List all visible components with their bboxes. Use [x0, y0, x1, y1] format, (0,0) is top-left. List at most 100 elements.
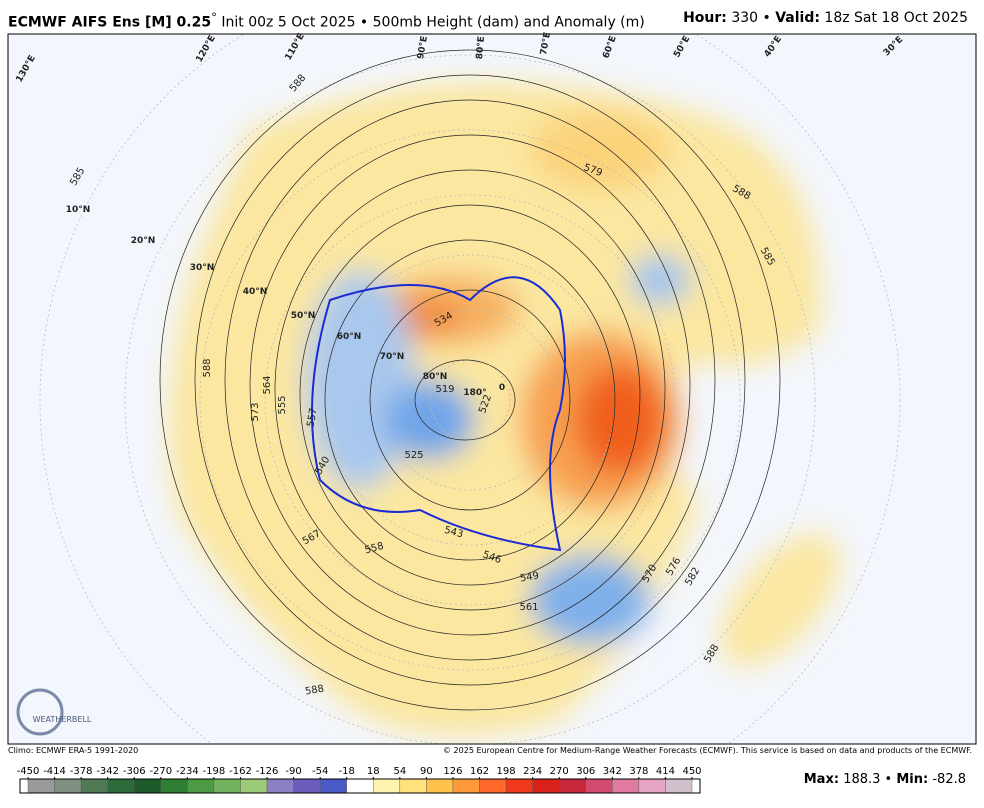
- contour-label: 564: [262, 375, 273, 394]
- colorbar-frame: [19, 778, 701, 794]
- colorbar-label: -378: [70, 766, 93, 777]
- color-swatch: [107, 778, 135, 794]
- graticule-label: 10°N: [66, 205, 91, 215]
- contour-label: 525: [404, 450, 423, 461]
- hour-label: Hour:: [683, 10, 727, 26]
- degree: °: [211, 10, 217, 24]
- graticule-label: 80°N: [423, 372, 448, 382]
- height-contours: [159, 49, 781, 711]
- colorbar-label: 450: [682, 766, 701, 777]
- contour-label: 588: [202, 358, 213, 377]
- max-label: Max:: [803, 772, 840, 787]
- graticule-label: 40°N: [243, 287, 268, 297]
- colorbar-label: 126: [443, 766, 462, 777]
- colorbar-label: -414: [43, 766, 66, 777]
- model: ECMWF AIFS Ens [M] 0.25: [8, 14, 212, 31]
- color-swatch: [505, 778, 533, 794]
- color-swatch: [452, 778, 480, 794]
- contour-label: 558: [364, 541, 385, 557]
- colorbar-label: -270: [149, 766, 172, 777]
- color-swatch: [134, 778, 162, 794]
- map-frame: [7, 33, 977, 745]
- stats: Max: 188.3 • Min: -82.8: [804, 772, 966, 787]
- colorbar-label: 414: [656, 766, 675, 777]
- sep: •: [762, 10, 771, 26]
- color-swatch: [266, 778, 294, 794]
- colorbar-label: -90: [285, 766, 301, 777]
- info: Init 00z 5 Oct 2025 • 500mb Height (dam)…: [221, 14, 645, 31]
- colorbar-label: -54: [312, 766, 328, 777]
- color-swatch: [54, 778, 82, 794]
- contour-label: 588: [304, 683, 325, 697]
- valid: 18z Sat 18 Oct 2025: [824, 10, 968, 26]
- color-swatch: [399, 778, 427, 794]
- logo-mark: [16, 688, 64, 736]
- color-swatch: [240, 778, 268, 794]
- colorbar-label: 306: [576, 766, 595, 777]
- colorbar-label: 54: [393, 766, 406, 777]
- color-swatch: [27, 778, 55, 794]
- colorbar-label: 378: [629, 766, 648, 777]
- contour-label: 561: [519, 602, 538, 613]
- valid-label: Valid:: [775, 10, 820, 26]
- graticule-label: 50°N: [291, 311, 316, 321]
- colorbar-label: 234: [523, 766, 542, 777]
- colorbar-label: -306: [123, 766, 146, 777]
- contour-540: [311, 276, 566, 552]
- graticule-label: 70°E: [539, 31, 553, 56]
- header: ECMWF AIFS Ens [M] 0.25° Init 00z 5 Oct …: [8, 10, 976, 31]
- valid-block: Hour: 330 • Valid: 18z Sat 18 Oct 2025: [683, 10, 968, 26]
- colorbar-label: -450: [17, 766, 40, 777]
- graticule-label: 0: [499, 383, 505, 393]
- color-swatch: [585, 778, 613, 794]
- color-swatch: [373, 778, 401, 794]
- color-swatch: [293, 778, 321, 794]
- color-swatch: [80, 778, 108, 794]
- colorbar-label: -342: [96, 766, 119, 777]
- graticule-label: 60°N: [337, 332, 362, 342]
- graticule-label: 70°N: [380, 352, 405, 362]
- contour-label: 519: [435, 384, 454, 395]
- contour-label: 557: [305, 407, 319, 428]
- color-swatch: [426, 778, 454, 794]
- graticule-label: 180°: [463, 388, 486, 398]
- color-swatch: [346, 778, 374, 794]
- colorbar-label: -198: [203, 766, 226, 777]
- copyright: © 2025 European Centre for Medium-Range …: [443, 746, 972, 755]
- color-swatch: [559, 778, 586, 794]
- colorbar-label: 162: [470, 766, 489, 777]
- logo: WEATHERBELL: [33, 715, 92, 724]
- sep: •: [884, 772, 893, 787]
- graticule-label: 20°N: [131, 236, 156, 246]
- contour-label: 543: [443, 525, 464, 541]
- colorbar-label: 342: [603, 766, 622, 777]
- min-label: Min:: [896, 772, 929, 787]
- colorbar-label: -234: [176, 766, 199, 777]
- color-swatch: [665, 778, 693, 794]
- graticule-label: 90°E: [416, 35, 430, 60]
- color-swatch: [638, 778, 666, 794]
- colorbar-label: -162: [229, 766, 252, 777]
- colorbar-label: -126: [256, 766, 279, 777]
- colorbar-label: 90: [420, 766, 433, 777]
- color-swatch: [479, 778, 507, 794]
- climo: Climo: ECMWF ERA-5 1991-2020: [8, 746, 139, 755]
- colorbar-label: 18: [367, 766, 380, 777]
- hour: 330: [731, 10, 759, 26]
- colorbar-label: 270: [550, 766, 569, 777]
- contour-label: 555: [277, 395, 288, 414]
- min: -82.8: [932, 772, 966, 787]
- color-swatch: [160, 778, 188, 794]
- contour-label: 549: [519, 570, 540, 584]
- color-swatch: [532, 778, 560, 794]
- color-swatch: [612, 778, 640, 794]
- color-swatch: [319, 778, 347, 794]
- graticule-label: 30°N: [190, 263, 215, 273]
- contour-label: 573: [250, 402, 261, 421]
- color-swatch: [187, 778, 215, 794]
- max: 188.3: [843, 772, 881, 787]
- colorbar-label: -18: [339, 766, 355, 777]
- colorbar-label: 198: [497, 766, 516, 777]
